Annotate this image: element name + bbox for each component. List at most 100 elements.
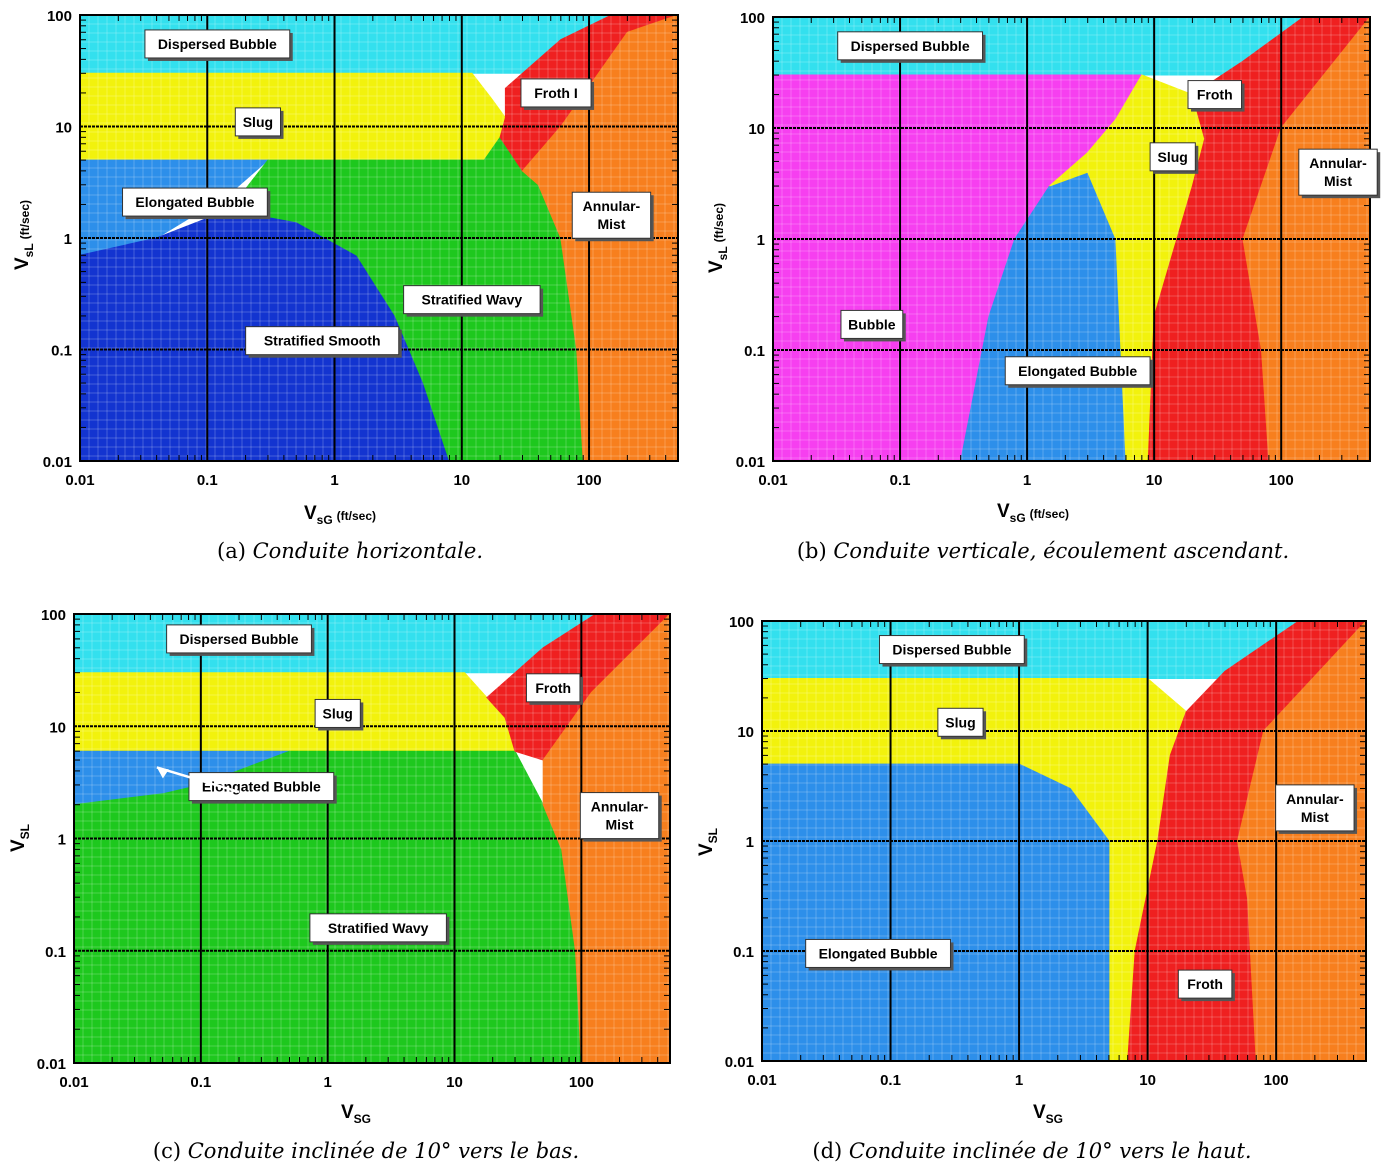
x-tick-label: 10 — [1146, 472, 1163, 489]
region-label-froth-i: Froth I — [520, 78, 595, 110]
y-tick-label: 0.1 — [45, 944, 66, 961]
chart-caption: (d) Conduite inclinée de 10° vers le hau… — [812, 1139, 1251, 1163]
label-text: Bubble — [848, 316, 896, 332]
region-slug — [74, 672, 516, 752]
region-label-slug: Slug — [937, 707, 987, 740]
x-tick-label: 1 — [1015, 1072, 1023, 1089]
label-box — [1187, 80, 1243, 110]
x-tick-label: 0.01 — [65, 472, 94, 489]
label-text: Annular- — [1286, 791, 1344, 807]
x-tick-label: 100 — [1269, 472, 1294, 489]
label-text: Slug — [323, 705, 353, 721]
x-axis-label: VSG — [341, 1102, 371, 1126]
minor-ticks — [80, 15, 679, 461]
x-tick-label: 10 — [453, 472, 470, 489]
x-tick-label: 100 — [577, 472, 602, 489]
label-text: Dispersed Bubble — [851, 38, 970, 54]
plot-frame — [79, 14, 679, 462]
chart-a: 0.01 0.1 1 10 100 0.01 0.1 1 10 100 VsG (ft/sec) VsL… — [12, 8, 679, 563]
label-box — [1275, 784, 1355, 832]
label-box — [878, 635, 1025, 665]
x-axis-label: VSG — [1033, 1102, 1063, 1126]
label-text: Froth — [535, 680, 571, 696]
y-tick-label: 0.01 — [37, 1056, 66, 1073]
label-box — [571, 191, 652, 239]
y-tick-label: 1 — [757, 232, 765, 249]
region-label-dispersed-bubble: Dispersed Bubble — [144, 29, 293, 61]
regions — [80, 15, 678, 461]
x-tick-label: 1 — [330, 472, 338, 489]
regions — [762, 621, 1366, 1061]
y-tick-label: 10 — [55, 120, 72, 137]
x-axis-label: VsG (ft/sec) — [304, 503, 376, 527]
region-label-annular-mist: Annular- Mist — [1298, 148, 1381, 199]
label-box — [403, 285, 541, 315]
x-tick-label: 1 — [324, 1074, 332, 1091]
label-text: Elongated Bubble — [1018, 363, 1137, 379]
region-label-annular-mist: Annular- Mist — [571, 191, 654, 242]
region-label-elongated-bubble: Elongated Bubble — [188, 772, 337, 804]
label-text: Stratified Smooth — [264, 333, 381, 349]
chart-caption: (b) Conduite verticale, écoulement ascen… — [797, 539, 1289, 563]
label-box — [166, 624, 312, 654]
region-label-annular-mist: Annular- Mist — [579, 792, 662, 842]
y-tick-label: 10 — [49, 719, 66, 736]
label-text: Mist — [606, 817, 634, 833]
region-elongated-bubble — [762, 763, 1110, 1061]
label-text: Dispersed Bubble — [180, 631, 299, 647]
label-box — [188, 772, 335, 802]
label-box — [837, 31, 984, 61]
x-tick-label: 10 — [446, 1074, 463, 1091]
y-tick-label: 0.1 — [744, 343, 765, 360]
label-text: Elongated Bubble — [135, 194, 254, 210]
label-text: Dispersed Bubble — [892, 642, 1011, 658]
x-tick-label: 0.01 — [747, 1072, 776, 1089]
region-label-slug: Slug — [234, 107, 284, 139]
x-tick-label: 0.1 — [190, 1074, 211, 1091]
region-label-froth: Froth — [525, 673, 583, 705]
label-box — [805, 938, 951, 968]
y-tick-label: 0.01 — [736, 454, 765, 471]
region-label-dispersed-bubble: Dispersed Bubble — [166, 624, 315, 656]
region-label-stratified-smooth: Stratified Smooth — [245, 326, 402, 358]
label-text: Froth I — [534, 85, 578, 101]
x-tick-label: 1 — [1023, 472, 1031, 489]
region-label-slug: Slug — [1149, 142, 1199, 174]
y-tick-label: 100 — [740, 10, 765, 27]
plot-frame — [761, 620, 1367, 1062]
region-label-elongated-bubble: Elongated Bubble — [122, 187, 271, 220]
y-tick-label: 100 — [729, 614, 754, 631]
annotation-arrow — [156, 766, 240, 794]
y-axis-label: VsL(ft/sec) — [706, 203, 730, 273]
region-label-bubble: Bubble — [840, 309, 906, 342]
label-text: Slug — [243, 114, 273, 130]
region-label-stratified-wavy: Stratified Wavy — [309, 913, 450, 945]
label-text: Mist — [1324, 173, 1352, 189]
y-axis-label: VsL(ft/sec) — [12, 200, 36, 270]
label-box — [1177, 969, 1233, 999]
x-axis-label: VsG (ft/sec) — [997, 501, 1069, 525]
label-text: Dispersed Bubble — [158, 36, 277, 52]
y-tick-label: 0.1 — [733, 944, 754, 961]
y-axis-label: VSL — [696, 828, 720, 856]
region-label-elongated-bubble: Elongated Bubble — [1004, 356, 1154, 388]
y-tick-label: 10 — [748, 121, 765, 138]
label-box — [520, 78, 592, 108]
label-box — [840, 309, 904, 339]
region-label-slug: Slug — [314, 698, 364, 731]
label-box — [525, 673, 581, 703]
label-box — [937, 707, 984, 737]
plot-frame — [73, 613, 671, 1064]
y-tick-label: 1 — [64, 231, 72, 248]
label-box — [144, 29, 291, 59]
region-label-froth: Froth — [1177, 969, 1235, 1002]
label-text: Mist — [1301, 809, 1329, 825]
region-label-elongated-bubble: Elongated Bubble — [805, 938, 954, 971]
region-label-dispersed-bubble: Dispersed Bubble — [837, 31, 986, 63]
region-slug — [80, 72, 506, 161]
x-tick-label: 0.01 — [758, 472, 787, 489]
label-box — [234, 107, 282, 137]
region-label-froth: Froth — [1187, 80, 1245, 112]
x-tick-label: 0.1 — [880, 1072, 901, 1089]
